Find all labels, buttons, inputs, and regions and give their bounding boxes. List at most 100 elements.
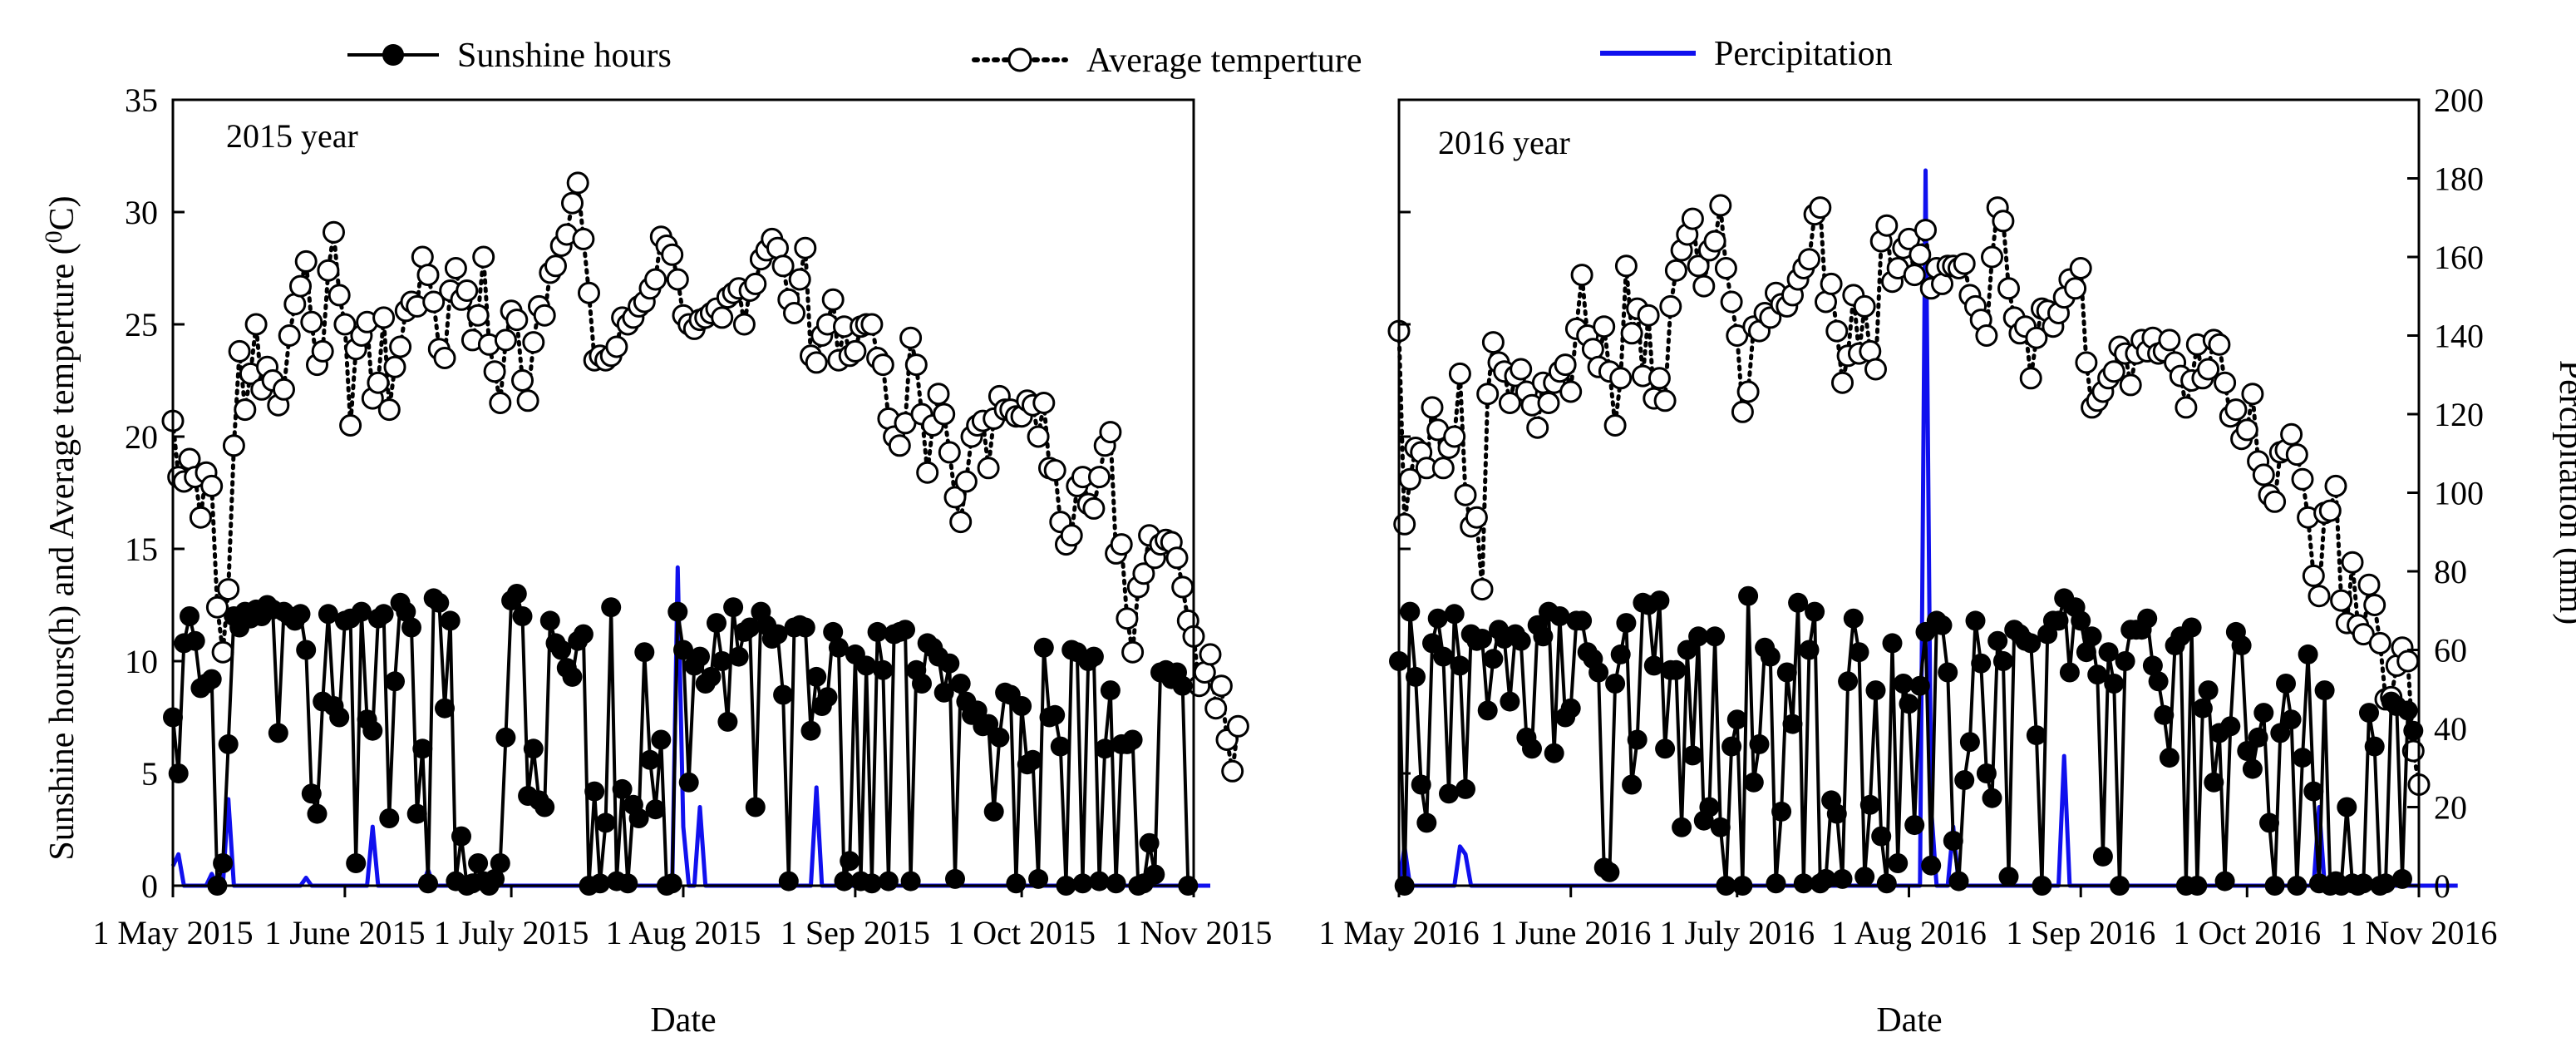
temperature-point (1526, 416, 1549, 439)
sunshine-point (1771, 801, 1792, 822)
x-tick-label: 1 Aug 2015 (606, 914, 761, 951)
temperature-point (1199, 643, 1222, 666)
temperature-point (666, 268, 689, 291)
sunshine-point (1987, 630, 2008, 651)
temperature-point (744, 272, 767, 295)
temperature-point (2357, 573, 2381, 596)
sunshine-point (1904, 815, 1925, 836)
temperature-point (489, 392, 512, 414)
sunshine-point (2076, 642, 2096, 663)
temperature-point (1653, 389, 1677, 412)
temperature-point (2291, 467, 2314, 491)
sunshine-point (1045, 704, 1066, 725)
sunshine-point (1477, 700, 1498, 721)
temperature-point (783, 302, 805, 324)
sunshine-point (1406, 666, 1426, 687)
sunshine-point (1139, 832, 1160, 853)
temperature-point (1681, 207, 1704, 230)
sunshine-point (1965, 610, 1986, 631)
temperature-point (2341, 551, 2364, 574)
sunshine-point (933, 682, 954, 703)
sunshine-point (2026, 725, 2047, 746)
temperature-point (605, 335, 628, 358)
legend-item-sunshine-hours: Sunshine hours (347, 37, 672, 75)
sunshine-point (1805, 601, 1825, 622)
y-tick-label-left: 25 (125, 306, 158, 343)
sunshine-point (662, 873, 682, 894)
y-tick-label-left: 5 (141, 755, 158, 793)
temperature-point (1820, 272, 1843, 295)
panel-title-2015: 2015 year (226, 117, 358, 155)
temperature-point (1431, 457, 1455, 480)
temperature-point (422, 290, 446, 314)
temperature-point (2025, 326, 2048, 349)
temperature-point (2308, 585, 2331, 608)
sunshine-point (1605, 674, 1626, 694)
x-axis-label-2015: Date (650, 1001, 716, 1040)
sunshine-point (673, 640, 693, 660)
sunshine-point (1450, 655, 1470, 676)
sunshine-point (1411, 774, 1431, 795)
sunshine-point (1622, 774, 1643, 795)
temperature-point (516, 389, 539, 412)
temperature-point (2224, 398, 2248, 422)
panel-2015: 1 May 2015 1 June 2015 1 July 2015 1 Aug 20… (40, 81, 1272, 1040)
temperature-point (294, 249, 318, 273)
sunshine-point (534, 797, 555, 817)
sunshine-point (2359, 703, 2379, 724)
sunshine-point (1688, 626, 1709, 647)
sunshine-point (1400, 601, 1421, 622)
temperature-point (300, 310, 323, 333)
sunshine-point (1006, 873, 1027, 894)
sunshine-point (2270, 723, 2291, 743)
sunshine-point (1627, 729, 1648, 750)
temperature-point (1831, 371, 1854, 394)
x-tick-label: 1 Aug 2016 (1831, 914, 1987, 951)
sunshine-point (1799, 640, 1820, 660)
temperature-point (1909, 243, 1932, 266)
sunshine-point (651, 729, 672, 750)
temperature-point (1043, 459, 1066, 482)
x-tick-label: 1 June 2016 (1490, 914, 1651, 951)
temperature-point (228, 339, 251, 363)
temperature-point (1498, 392, 1521, 414)
sunshine-point (1826, 803, 1847, 824)
temperature-point (1603, 414, 1627, 437)
sunshine-point (429, 592, 450, 613)
sunshine-point (1472, 629, 1492, 649)
sunshine-point (1033, 637, 1054, 658)
temperature-point (2318, 499, 2342, 522)
sunshine-point (983, 801, 1004, 822)
temperature-point (1221, 759, 1244, 783)
temperature-point (1853, 294, 1876, 318)
sunshine-point (628, 808, 649, 828)
y-tick-label-left: 0 (141, 867, 158, 905)
sunshine-point (2281, 709, 2302, 730)
sunshine-point (678, 772, 699, 793)
sunshine-point (1971, 653, 1992, 674)
temperature-point (927, 383, 950, 406)
sunshine-point (740, 617, 761, 638)
sunshine-point (840, 851, 860, 872)
sunshine-point (2159, 748, 2180, 768)
sunshine-point (1050, 736, 1071, 757)
temperature-point (2175, 396, 2198, 419)
temperature-point (1060, 524, 1083, 547)
sunshine-point (1649, 590, 1670, 611)
temperature-point (661, 243, 684, 266)
x-tick-label: 1 July 2015 (434, 914, 589, 951)
temperature-point (1209, 674, 1233, 698)
temperature-point (189, 506, 212, 529)
temperature-point (949, 511, 973, 534)
temperature-point (644, 268, 667, 291)
temperature-point (2075, 351, 2098, 374)
sunshine-point (1959, 732, 1980, 753)
temperature-point (522, 331, 545, 354)
sunshine-point (2353, 873, 2374, 894)
sunshine-point (1083, 646, 1104, 667)
sunshine-point (767, 624, 788, 645)
panel-title-2016: 2016 year (1438, 124, 1570, 161)
legend-sunshine-label: Sunshine hours (457, 37, 672, 75)
sunshine-point (1760, 646, 1781, 667)
temperature-point (1454, 483, 1477, 506)
